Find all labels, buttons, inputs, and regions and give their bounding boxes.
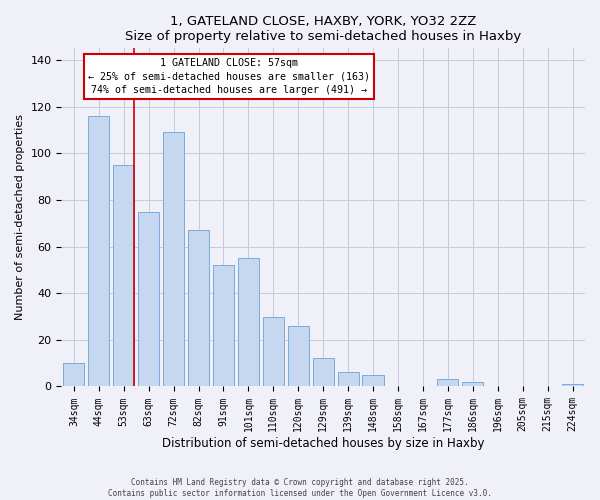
Bar [163, 132, 184, 386]
Bar [238, 258, 259, 386]
Bar [287, 326, 309, 386]
X-axis label: Distribution of semi-detached houses by size in Haxby: Distribution of semi-detached houses by … [162, 437, 484, 450]
Bar [188, 230, 209, 386]
Bar [63, 363, 85, 386]
Y-axis label: Number of semi-detached properties: Number of semi-detached properties [15, 114, 25, 320]
Bar [562, 384, 583, 386]
Bar [88, 116, 109, 386]
Bar [462, 382, 484, 386]
Bar [313, 358, 334, 386]
Bar [338, 372, 359, 386]
Bar [437, 380, 458, 386]
Bar [138, 212, 159, 386]
Text: 1 GATELAND CLOSE: 57sqm
← 25% of semi-detached houses are smaller (163)
74% of s: 1 GATELAND CLOSE: 57sqm ← 25% of semi-de… [88, 58, 370, 95]
Bar [263, 316, 284, 386]
Bar [213, 265, 234, 386]
Bar [362, 375, 383, 386]
Text: Contains HM Land Registry data © Crown copyright and database right 2025.
Contai: Contains HM Land Registry data © Crown c… [108, 478, 492, 498]
Title: 1, GATELAND CLOSE, HAXBY, YORK, YO32 2ZZ
Size of property relative to semi-detac: 1, GATELAND CLOSE, HAXBY, YORK, YO32 2ZZ… [125, 15, 521, 43]
Bar [113, 165, 134, 386]
